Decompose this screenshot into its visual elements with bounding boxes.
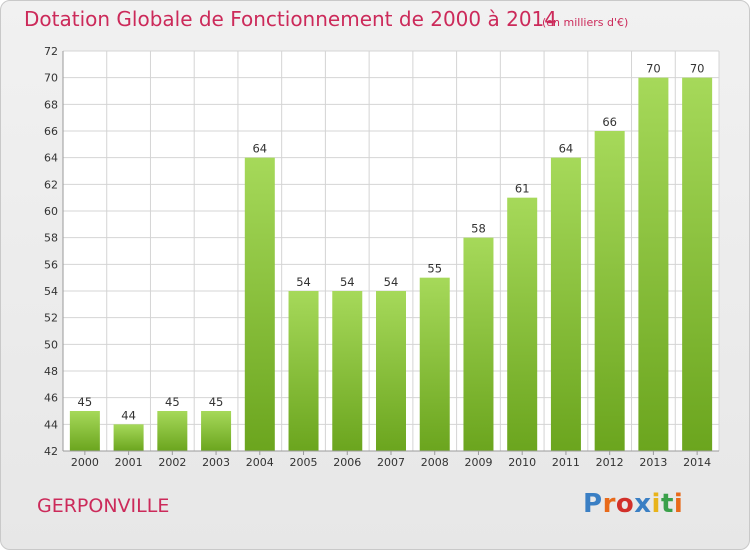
y-tick-label: 46 — [44, 392, 58, 405]
bar-value-label: 70 — [646, 62, 661, 76]
bar-value-label: 64 — [559, 142, 574, 156]
bar-value-label: 44 — [121, 408, 136, 422]
chart-title: Dotation Globale de Fonctionnement de 20… — [24, 7, 557, 31]
logo-letter: x — [634, 489, 652, 519]
y-tick-label: 52 — [44, 312, 58, 325]
x-tick-label: 2006 — [333, 456, 361, 469]
bar-value-label: 54 — [296, 275, 311, 289]
logo-letter: r — [602, 489, 616, 519]
bar-value-label: 45 — [165, 395, 180, 409]
y-tick-label: 62 — [44, 178, 58, 191]
y-tick-label: 58 — [44, 232, 58, 245]
bar-value-label: 58 — [471, 222, 486, 236]
bar — [332, 291, 363, 451]
x-tick-label: 2005 — [290, 456, 318, 469]
logo-letter: P — [583, 489, 603, 519]
logo-letter: i — [673, 489, 684, 519]
bar-value-label: 55 — [427, 262, 442, 276]
bar — [376, 291, 406, 451]
proxiti-logo[interactable]: Proxiti — [583, 489, 683, 519]
bar-value-label: 54 — [340, 275, 355, 289]
x-tick-label: 2009 — [464, 456, 492, 469]
bar — [507, 197, 538, 451]
bar — [157, 411, 188, 451]
bar-value-label: 45 — [78, 395, 93, 409]
logo-letter: i — [651, 489, 661, 519]
bar-value-label: 66 — [602, 115, 617, 129]
axes: 42 44 46 48 50 52 54 56 58 60 62 64 66 68 70 72 2000 2001… — [44, 45, 719, 469]
bar — [550, 157, 581, 451]
chart-unit-label: (en milliers d'€) — [542, 16, 629, 29]
commune-name: GERPONVILLE — [37, 495, 170, 517]
x-tick-label: 2002 — [158, 456, 186, 469]
x-tick-label: 2003 — [202, 456, 230, 469]
bar — [594, 131, 625, 451]
bar — [682, 77, 713, 452]
bar-chart: 45 44 45 45 64 54 54 54 55 58 61 64 66 70 70 42 44 46 48 5… — [44, 45, 720, 469]
x-tick-label: 2000 — [71, 456, 99, 469]
y-tick-label: 54 — [44, 285, 58, 298]
bar-value-label: 45 — [209, 395, 224, 409]
x-tick-label: 2008 — [421, 456, 449, 469]
y-tick-label: 50 — [44, 338, 58, 351]
y-tick-label: 66 — [44, 125, 58, 138]
x-tick-label: 2011 — [552, 456, 580, 469]
bar-value-label: 64 — [252, 142, 267, 156]
bar — [638, 77, 669, 452]
y-tick-label: 42 — [44, 445, 58, 458]
y-tick-label: 56 — [44, 258, 58, 271]
bar — [419, 277, 450, 451]
bar-value-label: 61 — [515, 182, 530, 196]
y-tick-label: 70 — [44, 72, 58, 85]
y-tick-label: 44 — [44, 418, 58, 431]
y-tick-label: 64 — [44, 152, 58, 165]
logo-letter: t — [660, 489, 674, 519]
bar-value-label: 54 — [384, 275, 399, 289]
x-tick-label: 2012 — [596, 456, 624, 469]
x-tick-label: 2013 — [639, 456, 667, 469]
y-tick-label: 60 — [44, 205, 58, 218]
y-tick-label: 72 — [44, 45, 58, 58]
bar — [244, 157, 275, 451]
x-tick-label: 2001 — [115, 456, 143, 469]
logo-letter: o — [615, 489, 635, 519]
bar — [69, 411, 100, 451]
x-tick-label: 2014 — [683, 456, 711, 469]
y-tick-label: 68 — [44, 98, 58, 111]
bar — [113, 424, 144, 451]
y-tick-label: 48 — [44, 365, 58, 378]
bar — [463, 237, 494, 451]
x-tick-label: 2007 — [377, 456, 405, 469]
x-tick-label: 2004 — [246, 456, 274, 469]
bar — [288, 291, 319, 451]
bar — [201, 411, 232, 451]
x-tick-label: 2010 — [508, 456, 536, 469]
bars: 45 44 45 45 64 54 54 54 55 58 61 64 66 70 70 — [69, 62, 713, 452]
bar-value-label: 70 — [690, 62, 705, 76]
